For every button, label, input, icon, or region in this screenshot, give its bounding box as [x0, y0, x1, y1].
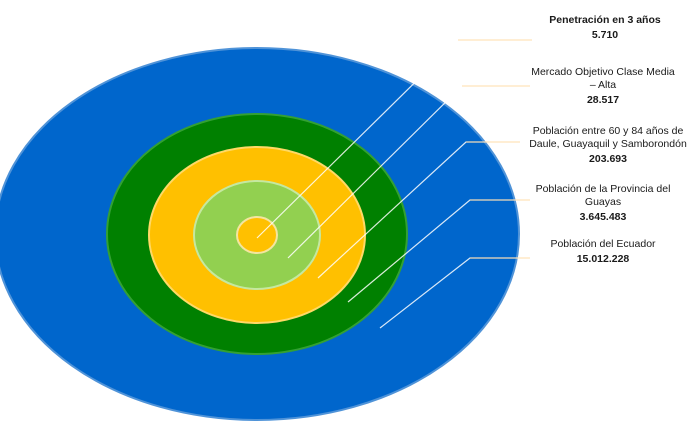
label-ecuador-name: Población del Ecuador — [550, 238, 656, 250]
label-ecuador: Población del Ecuador 15.012.228 — [528, 238, 678, 266]
label-penetration: Penetración en 3 años 5.710 — [530, 14, 680, 42]
label-penetration-value: 5.710 — [591, 29, 619, 41]
label-target-market-value: 28.517 — [586, 94, 620, 106]
label-ecuador-value: 15.012.228 — [576, 253, 630, 265]
label-penetration-name: Penetración en 3 años — [549, 14, 661, 26]
label-target-market: Mercado Objetivo Clase Media – Alta 28.5… — [528, 66, 678, 107]
ring-penetration — [236, 216, 278, 254]
label-60-84-population-value: 203.693 — [589, 153, 627, 165]
label-guayas-name: Población de la Provincia del Guayas — [535, 183, 671, 208]
label-guayas-value: 3.645.483 — [579, 211, 627, 223]
label-target-market-name: Mercado Objetivo Clase Media – Alta — [531, 66, 675, 91]
label-guayas: Población de la Provincia del Guayas 3.6… — [528, 183, 678, 224]
label-60-84-population-name: Población entre 60 y 84 años de Daule, G… — [529, 125, 687, 150]
label-60-84-population: Población entre 60 y 84 años de Daule, G… — [518, 125, 698, 166]
